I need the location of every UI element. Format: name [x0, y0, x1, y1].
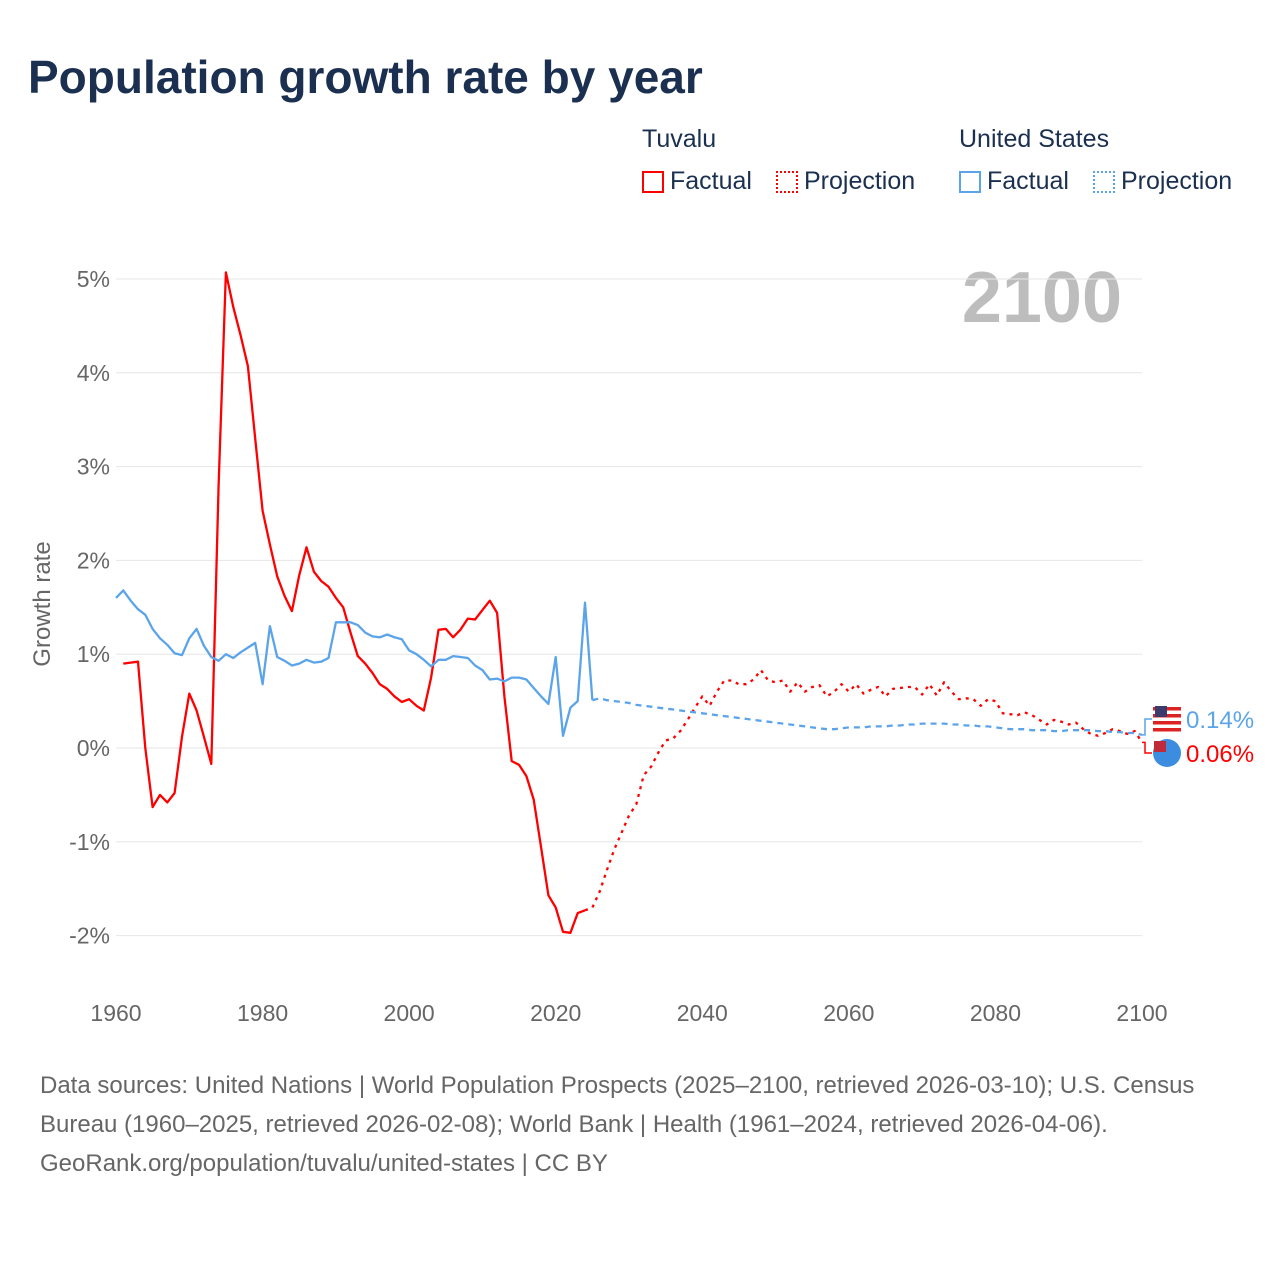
legend-tuvalu-factual[interactable]: Factual [642, 167, 752, 196]
legend-group-tuvalu: Tuvalu [642, 125, 717, 153]
y-tick-label: -2% [69, 923, 110, 949]
legend-swatch-solid [642, 170, 664, 193]
legend-us-factual[interactable]: Factual [959, 167, 1069, 196]
y-tick-label: 5% [77, 266, 110, 292]
x-tick-label: 1980 [237, 1000, 288, 1026]
legend-label: Factual [987, 167, 1069, 195]
series-line-united-states-projection [592, 697, 1143, 737]
flag-canton [1155, 706, 1167, 717]
legend-label: Projection [1121, 167, 1233, 195]
flag-stripe [1153, 721, 1181, 725]
data-sources: Data sources: United Nations | World Pop… [40, 1072, 1195, 1138]
footer: Data sources: United Nations | World Pop… [40, 1066, 1230, 1183]
end-value-label: 0.06% [1186, 741, 1254, 768]
legend-group-united-states: United States [959, 125, 1110, 153]
x-tick-label: 1960 [90, 1000, 141, 1026]
legend-swatch-dotted [1093, 170, 1115, 193]
x-tick-label: 2060 [823, 1000, 874, 1026]
y-tick-label: 0% [77, 735, 110, 761]
chart-title: Population growth rate by year [28, 51, 703, 103]
legend-tuvalu-projection[interactable]: Projection [776, 167, 915, 196]
legend-us-projection[interactable]: Projection [1093, 167, 1232, 196]
y-tick-label: 3% [77, 454, 110, 480]
legend-swatch-solid [959, 170, 981, 193]
end-label-connector [1142, 718, 1152, 736]
y-tick-label: 1% [77, 641, 110, 667]
legend-label: Projection [804, 167, 916, 195]
flag-canton [1154, 741, 1166, 752]
year-watermark: 2100 [962, 258, 1122, 338]
x-tick-label: 2040 [677, 1000, 728, 1026]
end-label-connector [1142, 741, 1152, 754]
series-line-united-states-factual [115, 589, 594, 737]
y-tick-label: 4% [77, 360, 110, 386]
legend-label: Factual [670, 167, 752, 195]
series-line-tuvalu-projection [584, 668, 1143, 912]
end-value-label: 0.14% [1186, 707, 1254, 734]
x-tick-label: 2020 [530, 1000, 581, 1026]
y-axis-label: Growth rate [29, 541, 56, 666]
flag-stripe [1153, 728, 1181, 732]
y-tick-label: 2% [77, 547, 110, 573]
series-line-tuvalu-factual [123, 271, 586, 934]
x-tick-label: 2100 [1116, 1000, 1167, 1026]
legend-swatch-dotted [776, 170, 798, 193]
credit-link[interactable]: GeoRank.org/population/tuvalu/united-sta… [40, 1150, 608, 1177]
x-tick-label: 2000 [384, 1000, 435, 1026]
x-tick-label: 2080 [970, 1000, 1021, 1026]
y-tick-label: -1% [69, 829, 110, 855]
plot-area: 2100 Growth rate 5% 4% 3% 2% 1% 0% -1% -2% 1960 1… [29, 258, 1254, 1026]
